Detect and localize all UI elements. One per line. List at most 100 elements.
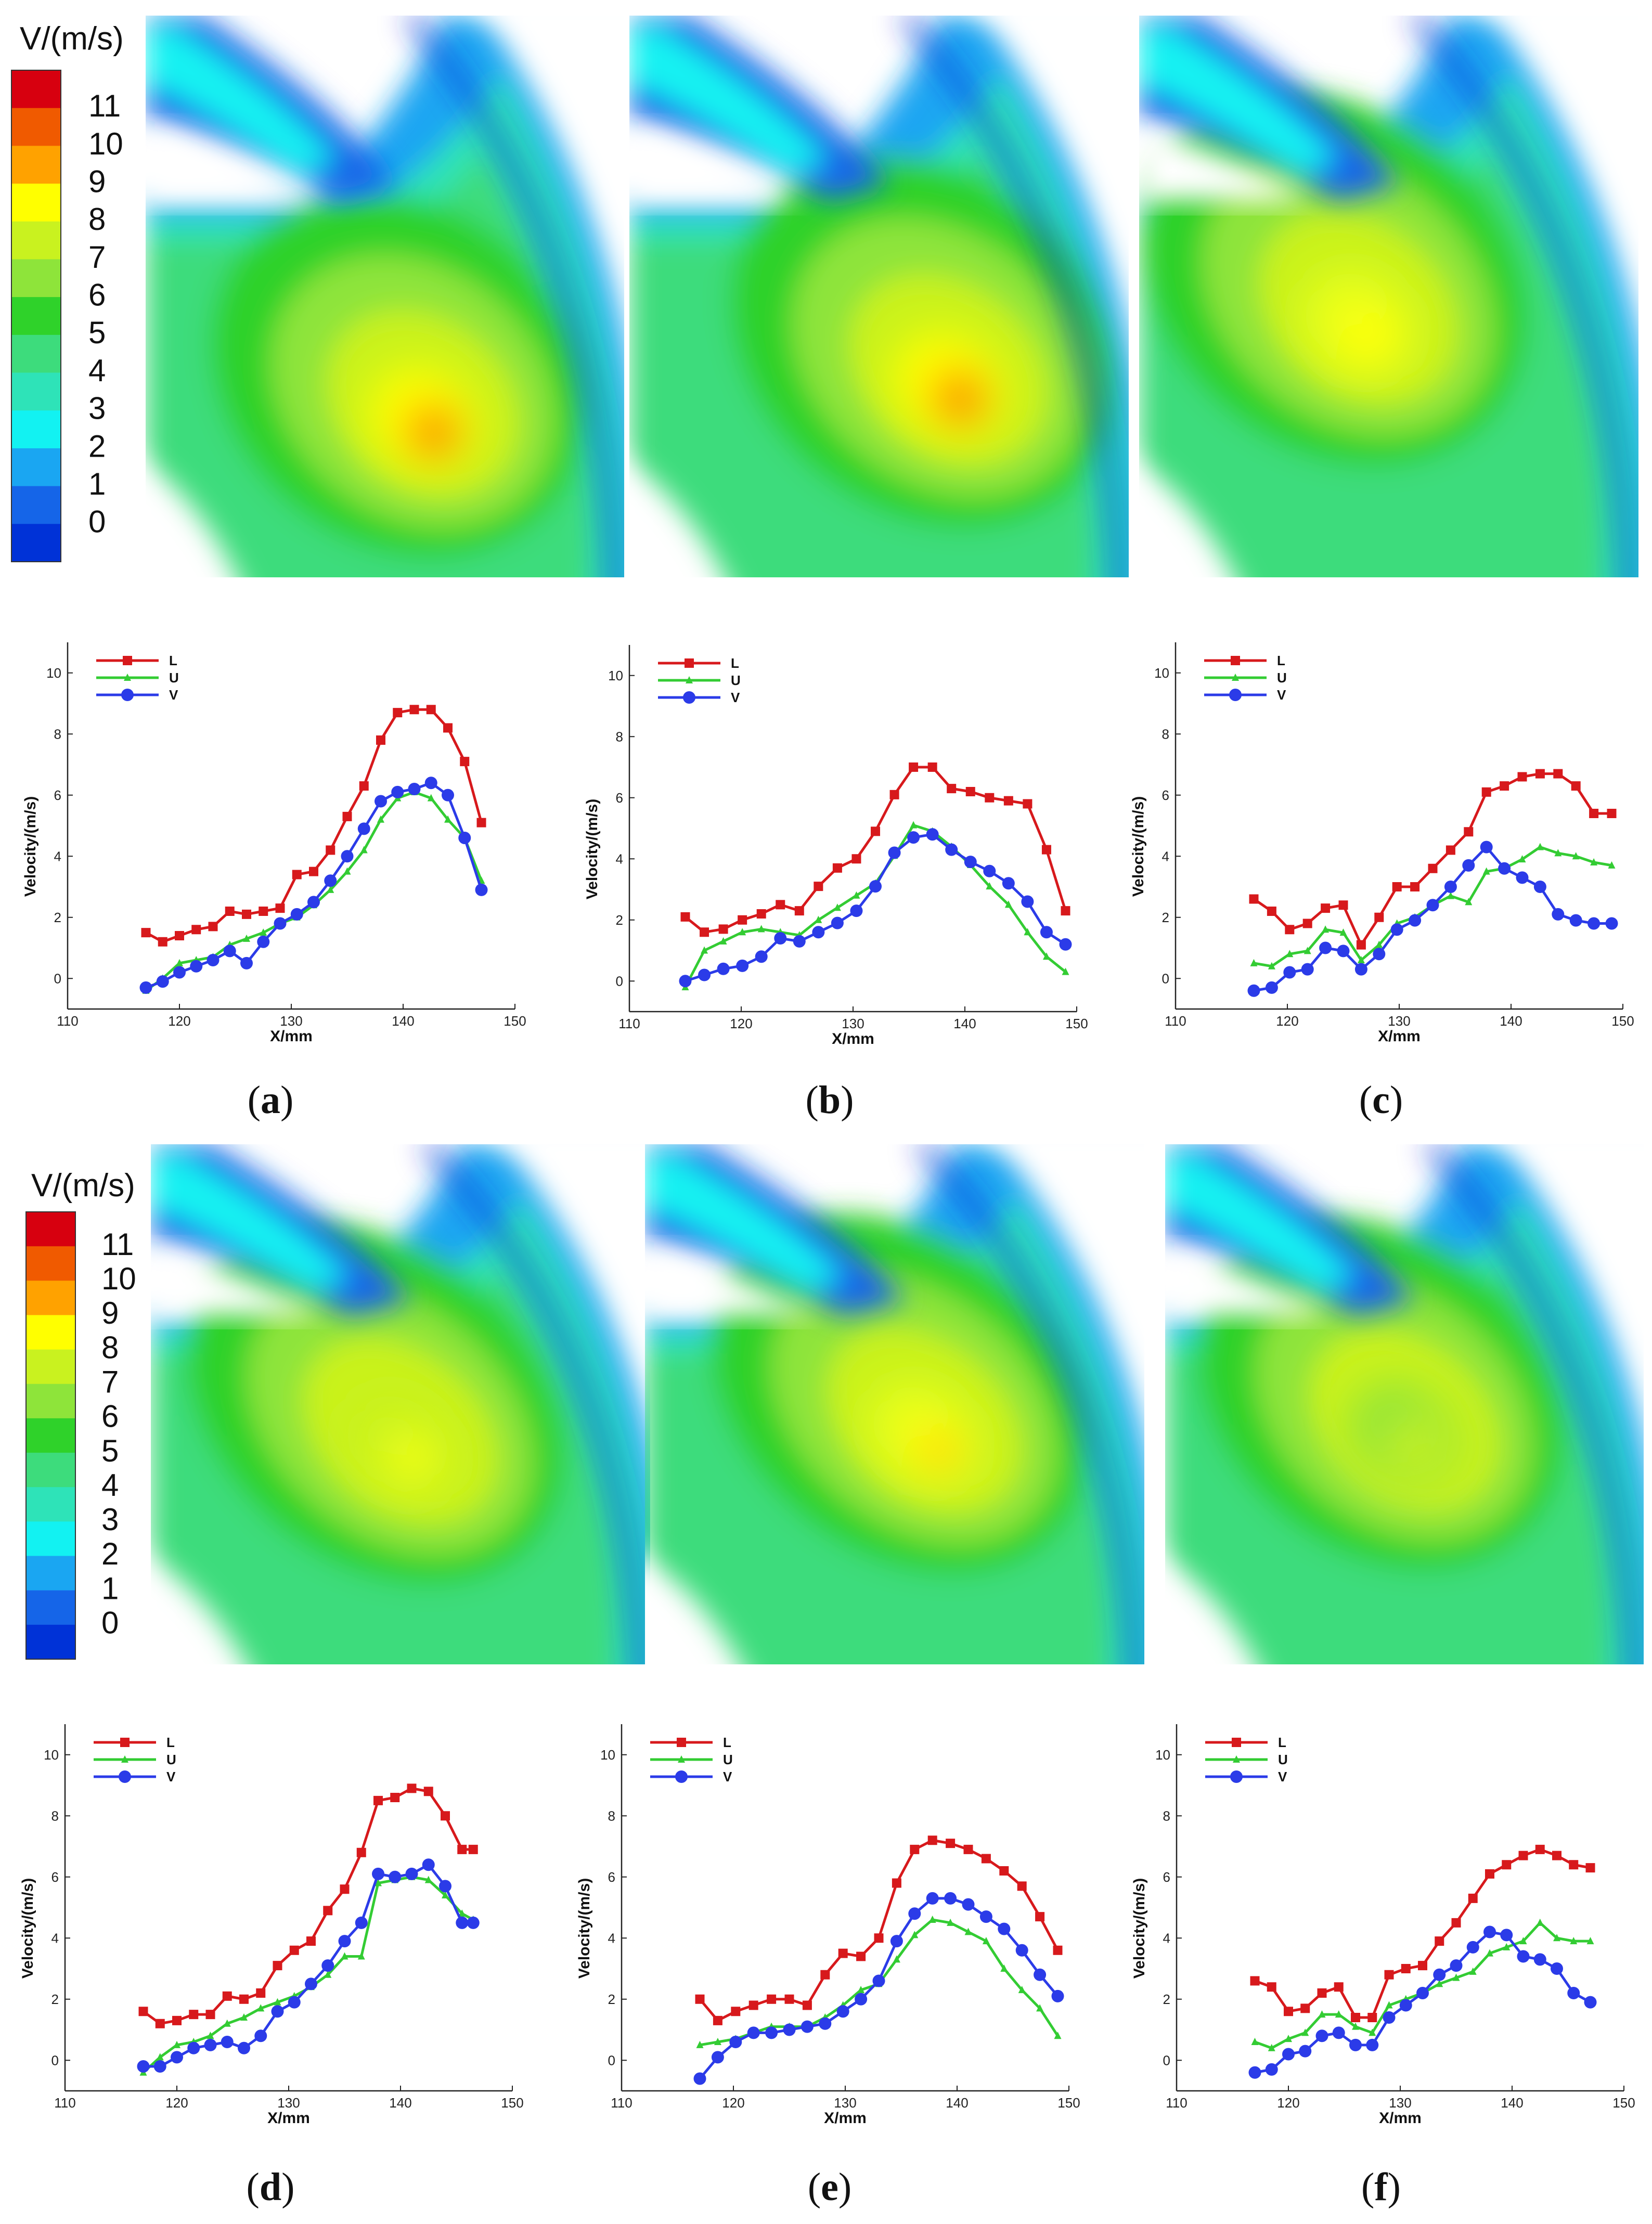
data-point xyxy=(409,705,419,715)
colorbar-label: 8 xyxy=(101,1330,119,1365)
data-point xyxy=(1036,2004,1044,2012)
data-point xyxy=(1500,1929,1513,1942)
x-tick-label: 150 xyxy=(1612,2095,1635,2111)
data-point xyxy=(191,925,201,935)
y-tick-label: 0 xyxy=(54,971,61,986)
data-point xyxy=(1017,1881,1027,1891)
data-point xyxy=(327,885,334,893)
data-point xyxy=(815,915,822,923)
data-point xyxy=(965,787,975,796)
legend-marker xyxy=(121,689,134,701)
y-tick-label: 10 xyxy=(46,665,61,681)
data-point xyxy=(983,864,996,877)
colorbar-label: 9 xyxy=(101,1296,119,1330)
data-point xyxy=(1000,1964,1008,1972)
data-point xyxy=(1500,781,1509,791)
data-point xyxy=(784,1994,794,2004)
legend-label: V xyxy=(166,1769,176,1785)
data-point xyxy=(359,781,369,791)
chart-f: 110 120 130 140 150 0 2 4 6 8 10 X/mm Velocity/(m/s)… xyxy=(1131,1724,1635,2127)
data-point xyxy=(793,935,806,948)
colorbar-label: 8 xyxy=(88,202,106,237)
data-point xyxy=(698,968,711,981)
data-point xyxy=(360,846,368,854)
data-point xyxy=(189,2010,199,2020)
series-V xyxy=(137,1858,480,2073)
data-point xyxy=(326,845,335,855)
y-tick-label: 2 xyxy=(608,1992,615,2007)
legend: LUV xyxy=(650,1735,733,1785)
data-point xyxy=(259,907,268,916)
data-point xyxy=(390,1793,400,1802)
panel-label-d: (d) xyxy=(247,2165,295,2209)
data-point xyxy=(476,818,486,827)
legend-label: V xyxy=(169,687,178,703)
data-point xyxy=(1354,963,1367,976)
legend-marker xyxy=(683,691,695,704)
data-point xyxy=(156,975,169,988)
data-point xyxy=(982,1937,990,1945)
legend-marker xyxy=(686,676,693,683)
series-V xyxy=(1248,1925,1597,2079)
panel-label-b: (b) xyxy=(806,1078,854,1122)
y-tick-label: 6 xyxy=(616,790,623,806)
legend-marker xyxy=(1232,1738,1241,1747)
y-tick-label: 8 xyxy=(608,1808,615,1824)
series-V xyxy=(693,1892,1064,2085)
data-point xyxy=(1498,862,1511,875)
colorbar-label: 0 xyxy=(101,1606,119,1640)
series-V xyxy=(679,828,1072,988)
legend-label: U xyxy=(723,1752,733,1767)
x-tick-label: 110 xyxy=(1166,2095,1187,2111)
data-point xyxy=(783,2023,796,2036)
colorbar-swatch xyxy=(11,184,61,222)
data-point xyxy=(137,2060,150,2073)
data-point xyxy=(927,762,937,772)
colorbar-swatch xyxy=(11,108,61,146)
data-point xyxy=(889,790,899,799)
x-tick-label: 130 xyxy=(277,2095,300,2111)
data-point xyxy=(1436,1980,1443,1987)
data-point xyxy=(1349,2038,1362,2051)
data-point xyxy=(1034,1968,1047,1981)
x-tick-label: 110 xyxy=(1165,1013,1186,1029)
data-point xyxy=(831,916,844,929)
colorbar-label: 2 xyxy=(88,429,106,463)
data-point xyxy=(427,794,435,801)
legend-marker xyxy=(685,658,694,668)
data-point xyxy=(1553,1934,1560,1942)
data-point xyxy=(874,1933,884,1943)
data-point xyxy=(439,1880,451,1893)
data-point xyxy=(223,945,236,958)
y-tick-label: 10 xyxy=(44,1747,59,1763)
data-point xyxy=(947,784,957,794)
data-point xyxy=(407,1783,417,1793)
data-point xyxy=(206,954,220,966)
data-point xyxy=(1356,940,1366,950)
data-point xyxy=(389,1870,402,1883)
y-tick-label: 6 xyxy=(1162,787,1169,803)
y-tick-label: 6 xyxy=(1163,1869,1170,1885)
colorbar-label: 1 xyxy=(88,467,106,501)
data-point xyxy=(1503,1943,1511,1950)
data-point xyxy=(240,956,253,969)
data-point xyxy=(926,1892,939,1905)
data-point xyxy=(468,1844,478,1854)
data-point xyxy=(964,856,977,869)
data-point xyxy=(173,2040,180,2048)
data-point xyxy=(242,909,251,919)
y-tick-label: 8 xyxy=(616,729,623,744)
data-point xyxy=(1447,891,1454,899)
colorbar-label: 10 xyxy=(88,126,123,161)
data-point xyxy=(888,846,901,859)
y-axis-label: Velocity/(m/s) xyxy=(576,1878,593,1979)
y-tick-label: 2 xyxy=(54,910,61,925)
data-point xyxy=(801,2020,814,2033)
data-point xyxy=(926,828,939,841)
data-point xyxy=(819,2017,832,2030)
data-point xyxy=(443,723,453,733)
data-point xyxy=(979,1910,992,1923)
data-point xyxy=(1338,900,1348,910)
